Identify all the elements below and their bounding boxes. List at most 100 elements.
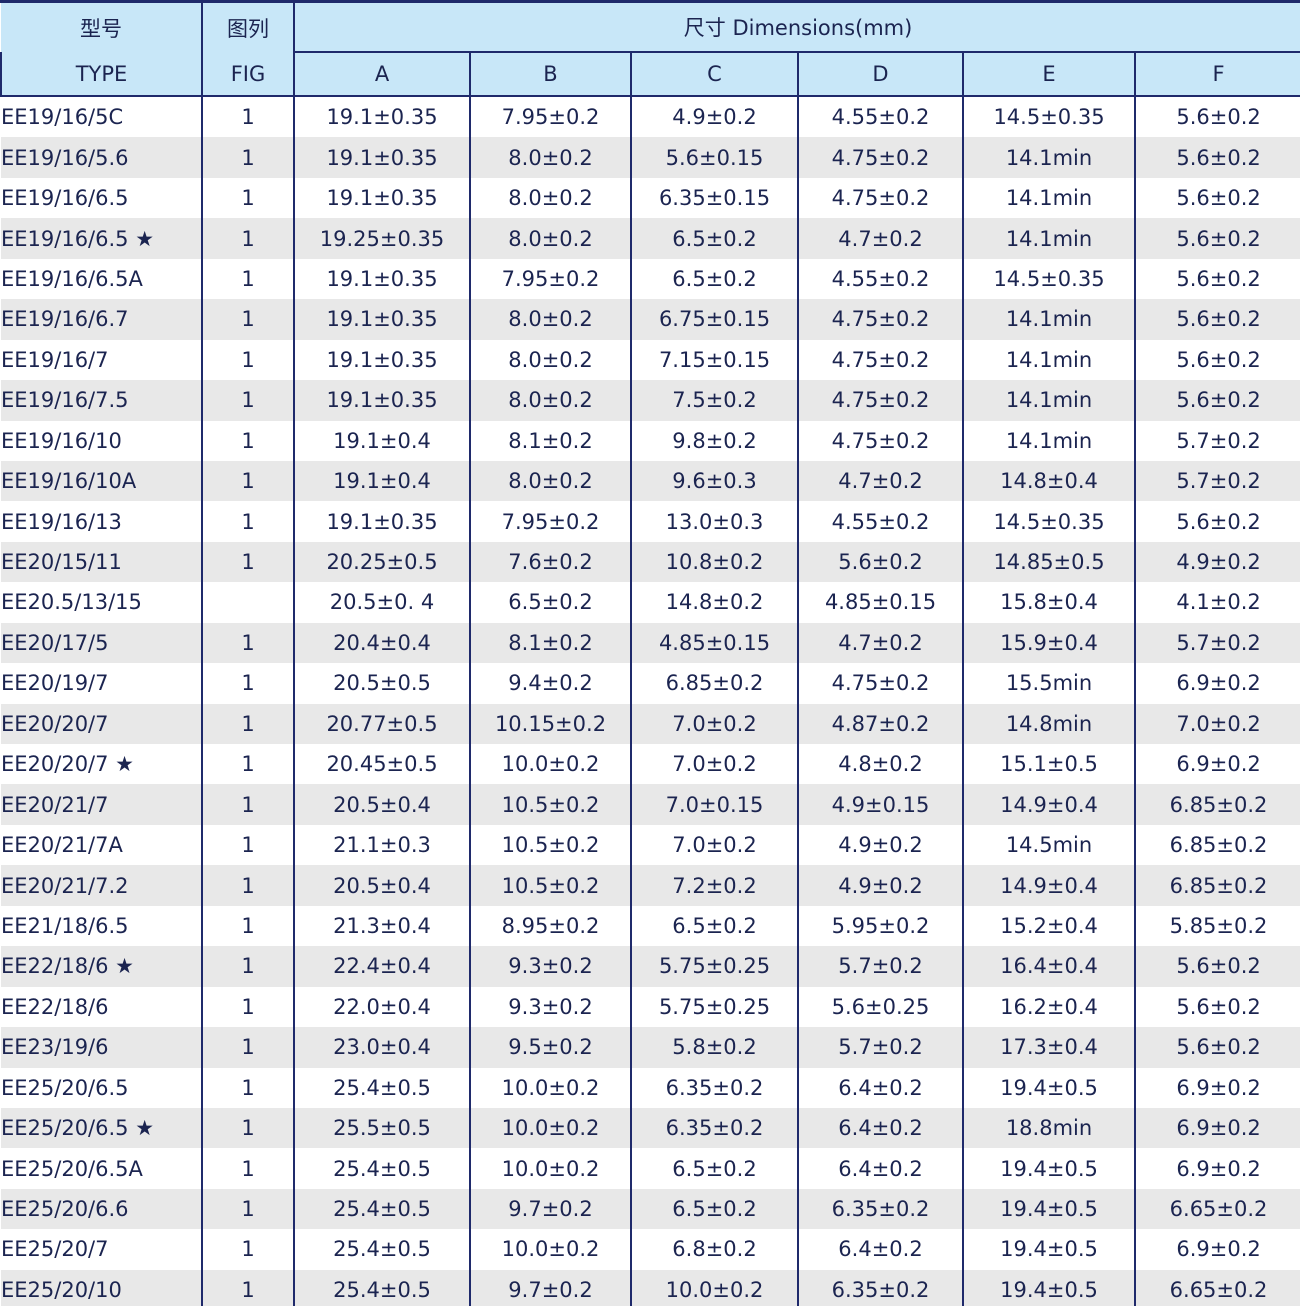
cell-type: EE20/20/7 ★ (1, 744, 203, 785)
cell-c: 4.9±0.2 (630, 96, 799, 138)
cell-type: EE23/19/6 (1, 1027, 203, 1068)
cell-fig: 1 (201, 137, 295, 178)
cell-b: 8.0±0.2 (469, 339, 632, 381)
cell-d: 4.55±0.2 (797, 501, 964, 542)
cell-e: 14.1min (962, 299, 1136, 340)
cell-d: 4.75±0.2 (797, 177, 964, 219)
cell-d: 4.9±0.2 (797, 865, 964, 906)
col-header-d: D (797, 52, 964, 97)
cell-e: 16.2±0.4 (962, 986, 1136, 1028)
table-row: EE21/18/6.5 1 21.3±0.4 8.95±0.2 6.5±0.2 5.95±… (1, 905, 1300, 947)
table-row: EE25/20/6.5A 1 25.4±0.5 10.0±0.2 6.5±0.2 6.4±… (1, 1148, 1300, 1189)
table-row: EE20/21/7.2 1 20.5±0.4 10.5±0.2 7.2±0.2 4.9±0… (1, 865, 1300, 906)
cell-fig: 1 (201, 541, 295, 583)
cell-a: 25.5±0.5 (293, 1107, 471, 1149)
cell-f: 5.6±0.2 (1133, 339, 1300, 381)
cell-a: 19.25±0.35 (293, 218, 471, 259)
cell-f: 6.9±0.2 (1133, 744, 1300, 785)
cell-b: 9.5±0.2 (469, 1027, 632, 1068)
cell-e: 15.1±0.5 (962, 744, 1136, 785)
cell-fig: 1 (201, 1148, 295, 1189)
cell-fig: 1 (201, 703, 295, 744)
cell-d: 4.75±0.2 (797, 339, 964, 381)
cell-type: EE19/16/7.5 (1, 380, 203, 421)
cell-e: 15.5min (962, 663, 1136, 704)
cell-b: 8.0±0.2 (469, 299, 632, 340)
table-row: EE19/16/6.5 1 19.1±0.35 8.0±0.2 6.35±0.15 4.7… (1, 177, 1300, 219)
type-header-cn: 型号 (1, 3, 203, 52)
cell-d: 4.7±0.2 (797, 622, 964, 664)
cell-e: 14.5min (962, 824, 1136, 866)
cell-c: 6.5±0.2 (630, 1188, 799, 1230)
cell-c: 6.5±0.2 (630, 258, 799, 300)
table-row: EE20/20/7 ★ 1 20.45±0.5 10.0±0.2 7.0±0.2 4.8±… (1, 744, 1300, 785)
cell-a: 25.4±0.5 (293, 1269, 471, 1306)
cell-c: 6.75±0.15 (630, 299, 799, 340)
cell-f: 5.6±0.2 (1133, 177, 1300, 219)
cell-c: 9.6±0.3 (630, 460, 799, 502)
cell-f: 6.9±0.2 (1133, 1229, 1300, 1270)
cell-f: 4.9±0.2 (1133, 541, 1300, 583)
cell-fig: 1 (201, 299, 295, 340)
cell-a: 20.77±0.5 (293, 703, 471, 744)
cell-fig: 1 (201, 460, 295, 502)
cell-fig: 1 (201, 501, 295, 542)
cell-f: 5.7±0.2 (1133, 622, 1300, 664)
cell-type: EE25/20/7 (1, 1229, 203, 1270)
cell-a: 20.45±0.5 (293, 744, 471, 785)
table-row: EE25/20/7 1 25.4±0.5 10.0±0.2 6.8±0.2 6.4±0.2… (1, 1229, 1300, 1270)
cell-a: 20.5±0.5 (293, 663, 471, 704)
cell-b: 8.0±0.2 (469, 380, 632, 421)
cell-c: 10.8±0.2 (630, 541, 799, 583)
cell-b: 8.0±0.2 (469, 177, 632, 219)
cell-d: 4.75±0.2 (797, 380, 964, 421)
cell-b: 8.0±0.2 (469, 137, 632, 178)
cell-type: EE20.5/13/15 (1, 582, 203, 623)
cell-b: 10.5±0.2 (469, 865, 632, 906)
cell-f: 5.6±0.2 (1133, 299, 1300, 340)
cell-b: 7.95±0.2 (469, 258, 632, 300)
cell-f: 5.6±0.2 (1133, 137, 1300, 178)
cell-b: 10.5±0.2 (469, 824, 632, 866)
cell-fig (201, 582, 295, 623)
cell-b: 10.0±0.2 (469, 744, 632, 785)
fig-header-en: FIG (201, 52, 295, 97)
cell-type: EE20/20/7 (1, 703, 203, 744)
cell-f: 5.7±0.2 (1133, 460, 1300, 502)
cell-e: 15.2±0.4 (962, 905, 1136, 947)
cell-e: 19.4±0.5 (962, 1148, 1136, 1189)
cell-fig: 1 (201, 986, 295, 1028)
table-row: EE19/16/6.5 ★ 1 19.25±0.35 8.0±0.2 6.5±0.2 4.… (1, 218, 1300, 259)
cell-c: 5.75±0.25 (630, 946, 799, 987)
table-row: EE22/18/6 1 22.0±0.4 9.3±0.2 5.75±0.25 5.6±0.… (1, 986, 1300, 1028)
table-row: EE20/20/7 1 20.77±0.5 10.15±0.2 7.0±0.2 4.87±… (1, 703, 1300, 744)
cell-b: 6.5±0.2 (469, 582, 632, 623)
cell-e: 14.9±0.4 (962, 784, 1136, 825)
table-row: EE19/16/7.5 1 19.1±0.35 8.0±0.2 7.5±0.2 4.75±… (1, 380, 1300, 421)
cell-type: EE20/19/7 (1, 663, 203, 704)
cell-b: 9.4±0.2 (469, 663, 632, 704)
table-row: EE19/16/5C 1 19.1±0.35 7.95±0.2 4.9±0.2 4.55±… (1, 96, 1300, 138)
cell-c: 4.85±0.15 (630, 622, 799, 664)
cell-a: 19.1±0.35 (293, 258, 471, 300)
cell-c: 6.5±0.2 (630, 1148, 799, 1189)
cell-c: 6.35±0.15 (630, 177, 799, 219)
cell-type: EE20/17/5 (1, 622, 203, 664)
table-row: EE20/21/7A 1 21.1±0.3 10.5±0.2 7.0±0.2 4.9±0.… (1, 824, 1300, 866)
cell-type: EE22/18/6 (1, 986, 203, 1028)
cell-c: 6.8±0.2 (630, 1229, 799, 1270)
cell-c: 6.35±0.2 (630, 1107, 799, 1149)
cell-a: 20.4±0.4 (293, 622, 471, 664)
cell-a: 21.3±0.4 (293, 905, 471, 947)
cell-f: 5.6±0.2 (1133, 258, 1300, 300)
cell-e: 14.5±0.35 (962, 501, 1136, 542)
col-header-f: F (1133, 52, 1300, 97)
cell-b: 9.7±0.2 (469, 1269, 632, 1306)
cell-type: EE19/16/6.5 ★ (1, 218, 203, 259)
cell-a: 25.4±0.5 (293, 1067, 471, 1108)
cell-b: 9.3±0.2 (469, 986, 632, 1028)
cell-f: 5.6±0.2 (1133, 218, 1300, 259)
cell-a: 25.4±0.5 (293, 1148, 471, 1189)
table-row: EE20.5/13/15 20.5±0. 4 6.5±0.2 14.8±0.2 4.85… (1, 582, 1300, 623)
